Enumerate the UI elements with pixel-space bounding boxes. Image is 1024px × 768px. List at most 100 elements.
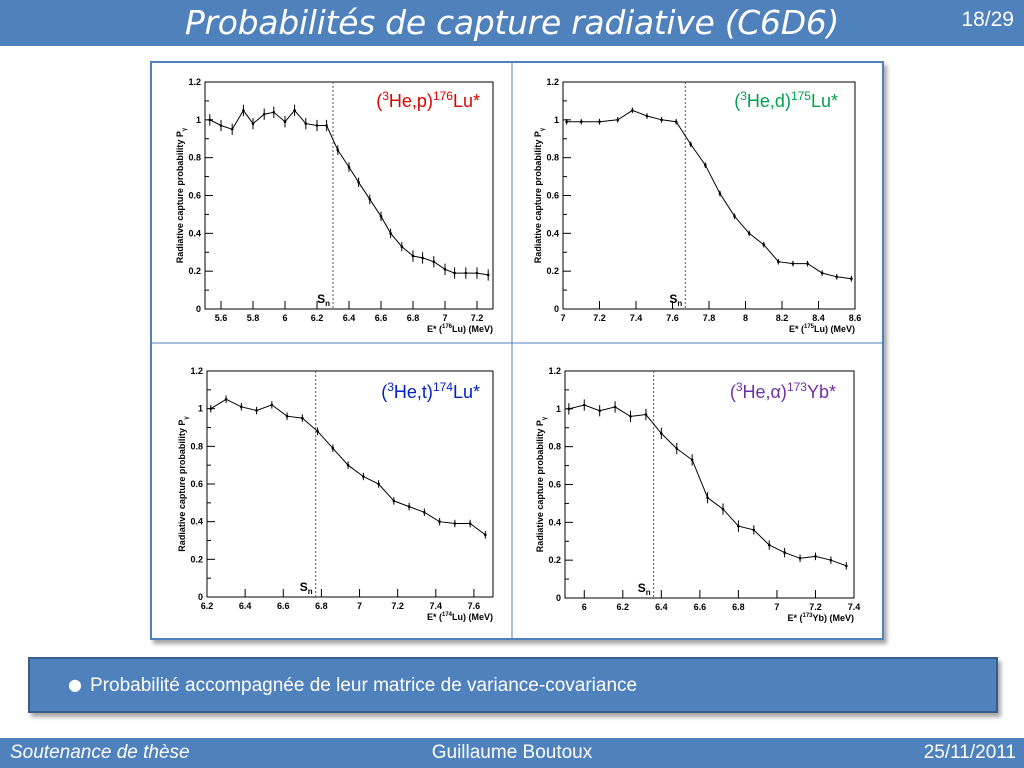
x-tick-label: 6.2 [311,313,324,323]
x-tick-label: 6 [582,602,587,612]
x-axis-label: E* (175Lu) (MeV) [789,324,855,334]
y-axis-label-main: Radiative capture probability P [533,131,543,263]
figure-frame [150,61,884,640]
reaction-sup1: 3 [382,89,389,103]
reaction-post: Lu* [811,91,838,111]
data-point [767,543,771,547]
data-point [468,522,472,525]
reaction-label: (3He,α)173Yb* [730,380,836,402]
data-point [806,262,809,265]
sn-label-sub: n [646,588,651,597]
reaction-sup1: 3 [740,89,747,103]
data-point [293,109,296,112]
reaction-mid: He,t) [394,382,433,402]
sn-label: Sn [317,292,330,308]
sn-label-sub: n [677,299,682,308]
x-tick-label: 7.2 [809,602,822,612]
data-point [423,510,426,514]
data-point [421,256,424,260]
data-point [346,463,350,467]
data-point [689,143,693,146]
data-point [357,180,360,184]
data-point [721,507,725,511]
data-point [598,409,601,413]
plot-frame [206,370,494,598]
data-point [613,405,617,409]
y-tick-label: 0.8 [546,153,559,163]
x-axis-label-sup: 176 [442,324,453,330]
footer-event: Soutenance de thèse [10,742,190,763]
chart-panel-3: 0 0.2 0.4 0.6 0.8 1 1.2 6.2 6.4 6.6 6.8 7 7.2 7.4 7.6 R… [177,366,494,622]
data-point [660,118,663,122]
data-point [453,522,457,525]
data-point [704,163,707,167]
data-point [362,475,365,478]
y-tick-label: 1.2 [548,366,561,376]
data-point [325,124,328,127]
x-tick-label: 6.2 [201,601,214,611]
data-point [285,414,289,418]
data-point [718,192,722,195]
x-tick-label: 8 [743,313,748,323]
title-bar [0,0,1024,46]
x-tick-label: 7.2 [593,313,606,323]
data-point [377,482,380,486]
x-tick-label: 7 [357,601,362,611]
footer-author: Guillaume Boutoux [431,742,593,763]
data-point [262,112,266,116]
chart-panel-1: 0 0.2 0.4 0.6 0.8 1 1.2 5.6 5.8 6 6.2 6.4 6.6 6.8 7 7.2… [175,77,494,334]
sn-label: Sn [669,292,682,308]
data-point [645,114,649,118]
x-tick-label: 6.6 [277,601,290,611]
y-tick-label: 0.2 [188,266,201,276]
data-point [565,120,568,124]
sn-label: Sn [300,580,313,596]
plot-frame [562,81,856,310]
data-point [598,120,601,124]
data-point [331,446,335,450]
y-tick-label: 1 [554,115,559,125]
x-tick-label: 7.6 [666,313,679,323]
data-point [251,122,255,125]
x-axis-label-sup: 174 [442,612,453,618]
y-axis-label-sub: γ [184,416,190,420]
x-tick-label: 6.6 [375,313,388,323]
y-tick-label: 1 [556,404,561,414]
data-point [850,277,853,281]
reaction-sup1: 3 [387,380,394,394]
x-tick-label: 6.4 [239,601,252,611]
x-tick-label: 6.2 [617,602,630,612]
x-tick-label: 7.4 [630,313,643,323]
y-tick-label: 1.2 [188,77,201,87]
note-box: ● Probabilité accompagnée de leur matric… [28,657,998,713]
y-axis-label: Radiative capture probability Pγ [175,127,188,263]
plot-frame [204,81,494,310]
data-point [270,403,274,407]
x-axis-label-post: Lu) (MeV) [814,324,855,334]
reaction-post: Lu* [453,382,480,402]
y-tick-label: 0.6 [188,191,201,201]
x-tick-label: 8.2 [776,313,789,323]
y-axis-label-main: Radiative capture probability P [177,420,187,552]
x-tick-label: 6 [282,313,287,323]
reaction-pre: ( [730,382,736,402]
y-tick-label: 0 [196,304,201,314]
data-point [484,533,487,537]
x-tick-label: 6.8 [732,602,745,612]
y-tick-label: 1 [198,404,203,414]
y-tick-label: 0.6 [546,191,559,201]
plot-frame [564,370,855,599]
x-axis-label: E* (173Yb) (MeV) [787,613,854,623]
x-axis-label-post: Lu) (MeV) [452,324,493,334]
y-axis-label-sub: γ [540,127,546,131]
x-tick-label: 7 [560,313,565,323]
y-axis-label: Radiative capture probability Pγ [177,416,190,552]
x-tick-label: 7.8 [703,313,716,323]
x-tick-label: 7.4 [430,601,443,611]
data-point [379,215,383,218]
data-point [224,397,228,401]
x-axis-label-pre: E* ( [789,324,804,334]
y-tick-label: 1.2 [190,366,203,376]
x-axis-label-sup: 173 [802,613,813,619]
data-point [438,520,441,523]
